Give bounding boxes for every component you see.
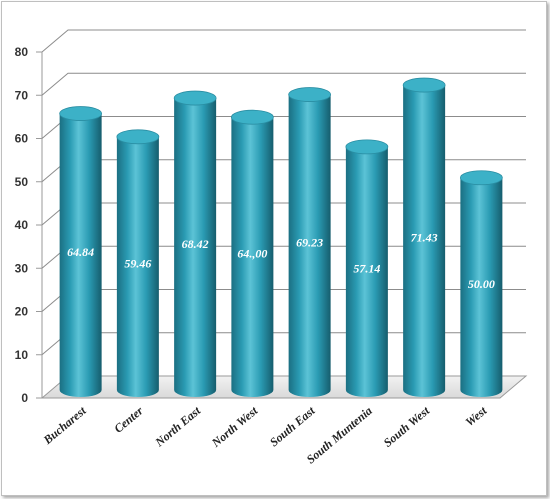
x-tick-label: South West	[381, 403, 433, 450]
bar	[402, 77, 446, 397]
bar-body	[59, 113, 102, 397]
x-tick-label: West	[463, 403, 490, 429]
x-tick-label: North West	[208, 403, 261, 450]
data-label: 57.14	[353, 261, 380, 275]
bar-top	[173, 90, 217, 106]
data-label: 59.46	[124, 256, 151, 270]
y-tick-label: 40	[15, 218, 29, 232]
floor	[40, 375, 528, 399]
data-label: 64.,00	[237, 247, 267, 261]
gridline	[41, 72, 526, 96]
bar-body	[116, 136, 159, 397]
y-tick-label: 80	[15, 45, 29, 59]
data-label: 71.43	[411, 231, 438, 245]
plot-walls	[40, 52, 528, 399]
bar-top	[288, 87, 332, 102]
y-tick-label: 50	[15, 175, 29, 189]
bar-top	[59, 106, 103, 121]
data-label: 50.00	[468, 277, 495, 291]
y-tick-label: 0	[21, 391, 28, 405]
x-tick-label: Bucharest	[40, 403, 89, 447]
bar-body	[403, 85, 446, 397]
bar-body	[345, 146, 388, 397]
x-tick-label: North East	[152, 403, 204, 450]
y-tick-label: 60	[15, 132, 29, 146]
gridline	[41, 289, 526, 312]
bar-top	[116, 129, 160, 145]
gridlines	[41, 29, 526, 356]
gridline	[41, 332, 526, 356]
x-tick-label: Center	[111, 403, 146, 435]
gridline	[41, 159, 526, 183]
x-axis-ticks: Bucharest Center North East North West South…	[40, 403, 490, 466]
bar-body	[174, 98, 217, 398]
y-tick-label: 70	[15, 88, 29, 102]
bar-body	[288, 94, 331, 397]
bars	[59, 77, 503, 398]
data-label: 64.84	[67, 245, 94, 259]
gridline	[41, 116, 526, 139]
bar-top	[345, 139, 389, 155]
gridline	[41, 202, 526, 226]
data-label: 69.23	[296, 235, 323, 249]
bar-body	[460, 177, 503, 397]
y-tick-label: 30	[15, 261, 29, 275]
bar	[59, 106, 103, 397]
gridline	[41, 245, 526, 269]
bar	[345, 139, 389, 397]
bar	[173, 90, 217, 398]
bar	[230, 109, 274, 397]
y-tick-label: 20	[15, 305, 29, 319]
bar	[116, 129, 160, 397]
bar-top	[459, 170, 503, 186]
bar-top	[402, 77, 446, 93]
bar-body	[231, 117, 274, 397]
bar-top	[230, 109, 274, 125]
gridline	[41, 29, 526, 53]
data-labels: 64.84 59.46 68.42 64.,00 69.23 57.14 71.43 50.0…	[67, 231, 495, 291]
y-tick-label: 10	[15, 348, 29, 362]
data-label: 68.42	[182, 237, 209, 251]
x-tick-label: South East	[267, 403, 318, 449]
y-axis-ticks: 0 10 20 30 40 50 60 70 80	[15, 45, 42, 405]
bar	[459, 170, 503, 397]
bar	[288, 87, 332, 397]
